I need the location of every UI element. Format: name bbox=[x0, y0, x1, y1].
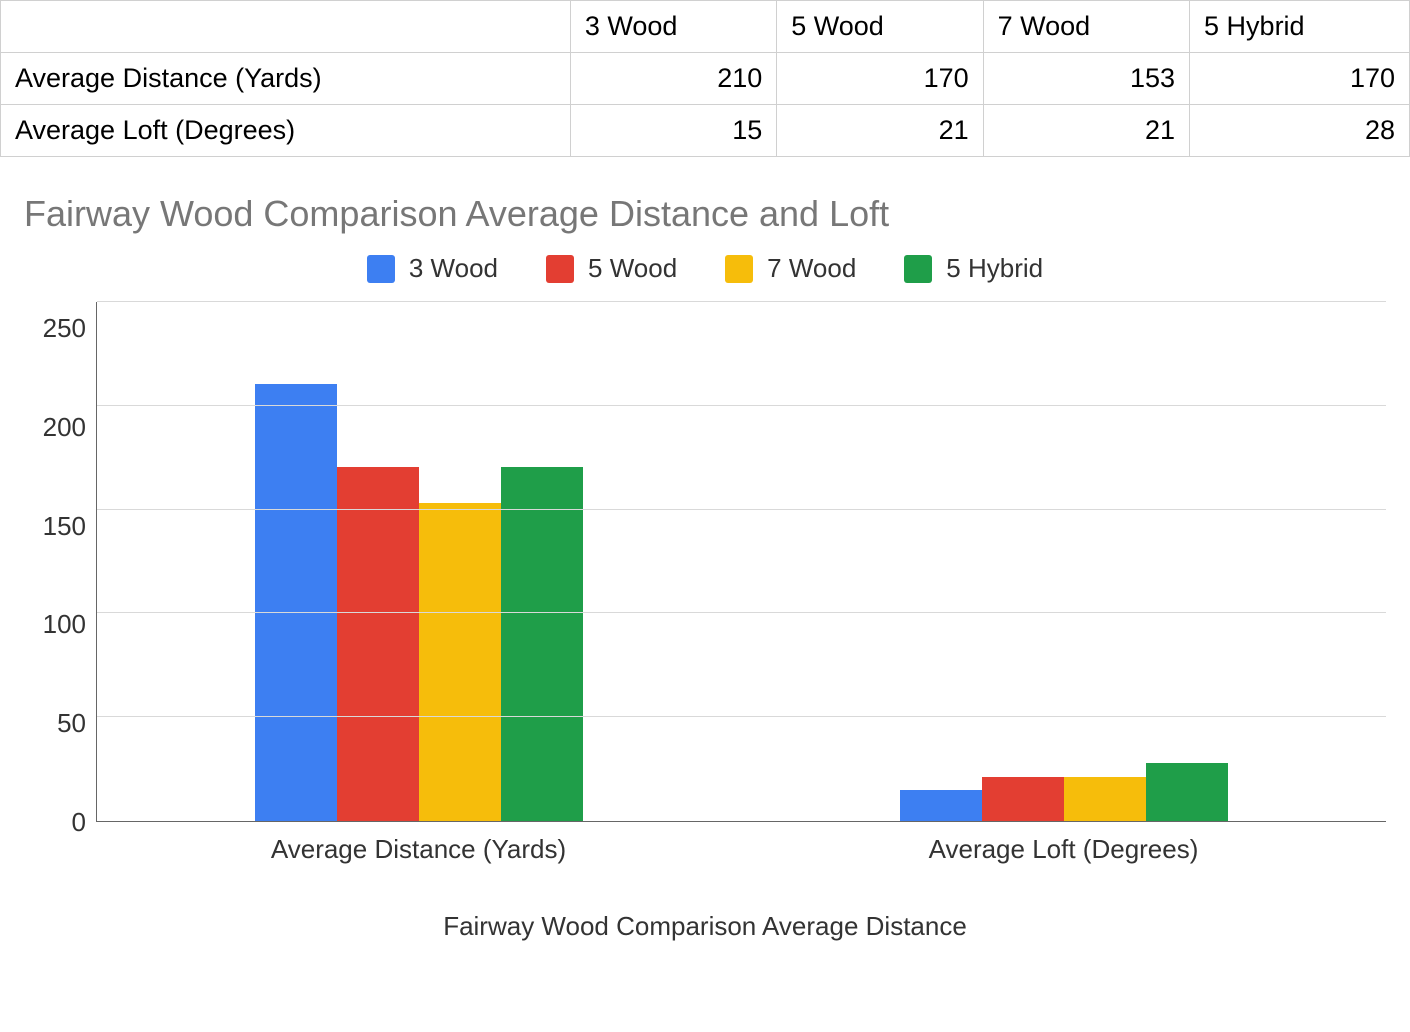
cell: 170 bbox=[1190, 53, 1410, 105]
plot-area bbox=[96, 302, 1386, 822]
cell: 21 bbox=[983, 105, 1189, 157]
legend-item-3wood: 3 Wood bbox=[367, 253, 498, 284]
x-label-loft: Average Loft (Degrees) bbox=[741, 834, 1386, 865]
gridline bbox=[97, 509, 1386, 510]
bar-group bbox=[742, 302, 1387, 821]
chart-title: Fairway Wood Comparison Average Distance… bbox=[24, 193, 1386, 235]
table-row: Average Distance (Yards) 210 170 153 170 bbox=[1, 53, 1410, 105]
legend: 3 Wood 5 Wood 7 Wood 5 Hybrid bbox=[24, 253, 1386, 284]
legend-label: 5 Wood bbox=[588, 253, 677, 284]
y-axis: 250200150100500 bbox=[24, 302, 96, 822]
row-label-distance: Average Distance (Yards) bbox=[1, 53, 571, 105]
legend-swatch bbox=[904, 255, 932, 283]
legend-item-5wood: 5 Wood bbox=[546, 253, 677, 284]
y-tick: 50 bbox=[57, 710, 86, 736]
bar-group bbox=[97, 302, 742, 821]
bar bbox=[900, 790, 982, 821]
bar-groups bbox=[97, 302, 1386, 821]
col-header-3wood: 3 Wood bbox=[570, 1, 776, 53]
legend-swatch bbox=[546, 255, 574, 283]
y-tick: 0 bbox=[72, 809, 86, 835]
legend-item-5hybrid: 5 Hybrid bbox=[904, 253, 1043, 284]
table-header-row: 3 Wood 5 Wood 7 Wood 5 Hybrid bbox=[1, 1, 1410, 53]
row-label-loft: Average Loft (Degrees) bbox=[1, 105, 571, 157]
bar bbox=[501, 467, 583, 821]
cell: 153 bbox=[983, 53, 1189, 105]
legend-label: 3 Wood bbox=[409, 253, 498, 284]
cell: 28 bbox=[1190, 105, 1410, 157]
table-row: Average Loft (Degrees) 15 21 21 28 bbox=[1, 105, 1410, 157]
col-header-7wood: 7 Wood bbox=[983, 1, 1189, 53]
bar bbox=[337, 467, 419, 821]
col-header-5wood: 5 Wood bbox=[777, 1, 983, 53]
bar bbox=[419, 503, 501, 821]
y-tick: 150 bbox=[43, 513, 86, 539]
bar bbox=[255, 384, 337, 821]
gridline bbox=[97, 716, 1386, 717]
x-axis-title: Fairway Wood Comparison Average Distance bbox=[24, 911, 1386, 942]
bar bbox=[982, 777, 1064, 821]
legend-swatch bbox=[367, 255, 395, 283]
legend-item-7wood: 7 Wood bbox=[725, 253, 856, 284]
legend-swatch bbox=[725, 255, 753, 283]
gridline bbox=[97, 612, 1386, 613]
gridline bbox=[97, 405, 1386, 406]
y-tick: 200 bbox=[43, 414, 86, 440]
x-label-distance: Average Distance (Yards) bbox=[96, 834, 741, 865]
col-header-5hybrid: 5 Hybrid bbox=[1190, 1, 1410, 53]
data-table: 3 Wood 5 Wood 7 Wood 5 Hybrid Average Di… bbox=[0, 0, 1410, 157]
y-tick: 100 bbox=[43, 611, 86, 637]
cell: 15 bbox=[570, 105, 776, 157]
plot-wrap: 250200150100500 bbox=[24, 302, 1386, 822]
page: 3 Wood 5 Wood 7 Wood 5 Hybrid Average Di… bbox=[0, 0, 1410, 1032]
y-tick: 250 bbox=[43, 315, 86, 341]
bar bbox=[1146, 763, 1228, 821]
bar bbox=[1064, 777, 1146, 821]
col-header-empty bbox=[1, 1, 571, 53]
legend-label: 7 Wood bbox=[767, 253, 856, 284]
chart: Fairway Wood Comparison Average Distance… bbox=[0, 157, 1410, 942]
x-axis-labels: Average Distance (Yards) Average Loft (D… bbox=[96, 834, 1386, 865]
cell: 21 bbox=[777, 105, 983, 157]
gridline bbox=[97, 301, 1386, 302]
cell: 170 bbox=[777, 53, 983, 105]
cell: 210 bbox=[570, 53, 776, 105]
legend-label: 5 Hybrid bbox=[946, 253, 1043, 284]
